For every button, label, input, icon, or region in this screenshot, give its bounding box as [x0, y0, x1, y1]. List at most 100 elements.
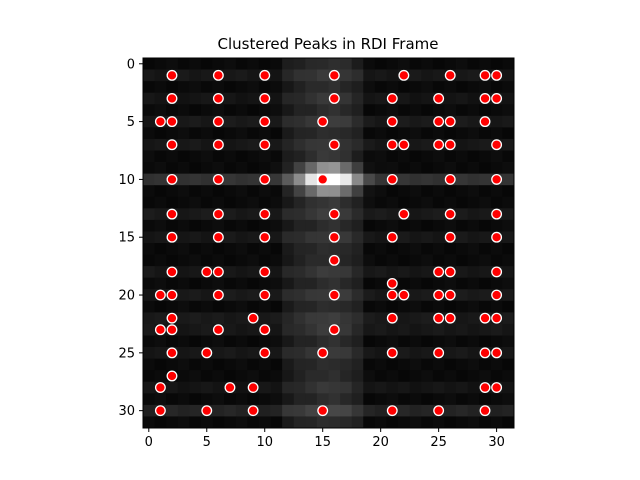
heatmap-cell — [421, 347, 434, 360]
heatmap-cell — [340, 300, 353, 313]
heatmap-cell — [456, 266, 469, 279]
peak-marker — [259, 69, 271, 81]
heatmap-cell — [467, 266, 480, 279]
heatmap-cell — [143, 219, 155, 232]
heatmap-cell — [432, 127, 445, 140]
heatmap-cell — [432, 231, 445, 244]
peak-marker — [479, 347, 491, 359]
heatmap-cell — [189, 335, 202, 348]
heatmap-cell — [282, 381, 295, 394]
heatmap-cell — [235, 381, 248, 394]
heatmap-cell — [467, 300, 480, 313]
heatmap-cell — [235, 138, 248, 151]
heatmap-cell — [235, 81, 248, 94]
heatmap-cell — [166, 300, 179, 313]
heatmap-cell — [374, 312, 387, 325]
heatmap-cell — [200, 173, 213, 186]
heatmap-cell — [270, 58, 283, 70]
heatmap-cell — [235, 127, 248, 140]
heatmap-cell — [189, 416, 202, 429]
heatmap-cell — [490, 335, 503, 348]
peak-marker — [212, 266, 224, 278]
heatmap-cell — [293, 404, 306, 417]
heatmap-cell — [409, 393, 422, 406]
heatmap-cell — [282, 81, 295, 94]
heatmap-cell — [502, 104, 515, 117]
heatmap-cell — [177, 312, 190, 325]
heatmap-cell — [282, 138, 295, 151]
heatmap-cell — [340, 289, 353, 302]
heatmap-cell — [467, 58, 480, 70]
heatmap-cell — [351, 104, 364, 117]
heatmap-cell — [328, 81, 341, 94]
heatmap-cell — [200, 208, 213, 221]
heatmap-cell — [154, 370, 167, 383]
heatmap-cell — [189, 231, 202, 244]
heatmap-cell — [351, 243, 364, 255]
heatmap-cell — [270, 381, 283, 394]
heatmap-cell — [456, 393, 469, 406]
heatmap-cell — [212, 104, 225, 117]
heatmap-cell — [305, 393, 318, 406]
heatmap-cell — [143, 370, 155, 383]
heatmap-cell — [270, 150, 283, 163]
heatmap-cell — [432, 81, 445, 94]
heatmap-cell — [444, 335, 457, 348]
heatmap-cell — [363, 127, 376, 140]
heatmap-cell — [363, 243, 376, 255]
peak-marker — [212, 208, 224, 220]
heatmap-cell — [235, 69, 248, 82]
heatmap-cell — [293, 347, 306, 360]
heatmap-cell — [328, 173, 341, 186]
peak-marker — [201, 347, 213, 359]
heatmap-cell — [467, 381, 480, 394]
heatmap-cell — [398, 393, 411, 406]
heatmap-cell — [247, 173, 260, 186]
heatmap-cell — [282, 69, 295, 82]
heatmap-cell — [224, 127, 237, 140]
heatmap-cell — [432, 69, 445, 82]
peak-marker — [479, 69, 491, 81]
heatmap-cell — [467, 173, 480, 186]
heatmap-cell — [235, 393, 248, 406]
heatmap-cell — [235, 370, 248, 383]
heatmap-cell — [490, 127, 503, 140]
heatmap-cell — [189, 58, 202, 70]
peak-marker — [444, 266, 456, 278]
peak-marker — [444, 231, 456, 243]
peak-marker — [328, 139, 340, 151]
heatmap-cell — [177, 300, 190, 313]
heatmap-cell — [154, 277, 167, 290]
heatmap-cell — [467, 104, 480, 117]
heatmap-cell — [166, 196, 179, 209]
peak-marker — [166, 370, 178, 382]
peak-marker — [444, 208, 456, 220]
heatmap-cell — [479, 277, 492, 290]
heatmap-cell — [432, 150, 445, 163]
peak-marker — [491, 231, 503, 243]
heatmap-cell — [235, 219, 248, 232]
heatmap-cell — [490, 81, 503, 94]
heatmap-cell — [467, 81, 480, 94]
heatmap-cell — [270, 393, 283, 406]
heatmap-cell — [432, 162, 445, 175]
heatmap-cell — [177, 196, 190, 209]
heatmap-cell — [456, 138, 469, 151]
heatmap-cell — [305, 277, 318, 290]
heatmap-cell — [421, 312, 434, 325]
heatmap-cell — [316, 208, 329, 221]
heatmap-cell — [351, 127, 364, 140]
heatmap-cell — [305, 138, 318, 151]
heatmap-cell — [177, 243, 190, 255]
heatmap-cell — [398, 300, 411, 313]
heatmap-cell — [305, 185, 318, 198]
heatmap-cell — [328, 393, 341, 406]
peak-marker — [259, 324, 271, 336]
heatmap-cell — [258, 58, 271, 70]
heatmap-cell — [247, 150, 260, 163]
heatmap-cell — [363, 219, 376, 232]
heatmap-cell — [200, 289, 213, 302]
heatmap-cell — [409, 208, 422, 221]
heatmap-cell — [351, 347, 364, 360]
heatmap-cell — [467, 219, 480, 232]
